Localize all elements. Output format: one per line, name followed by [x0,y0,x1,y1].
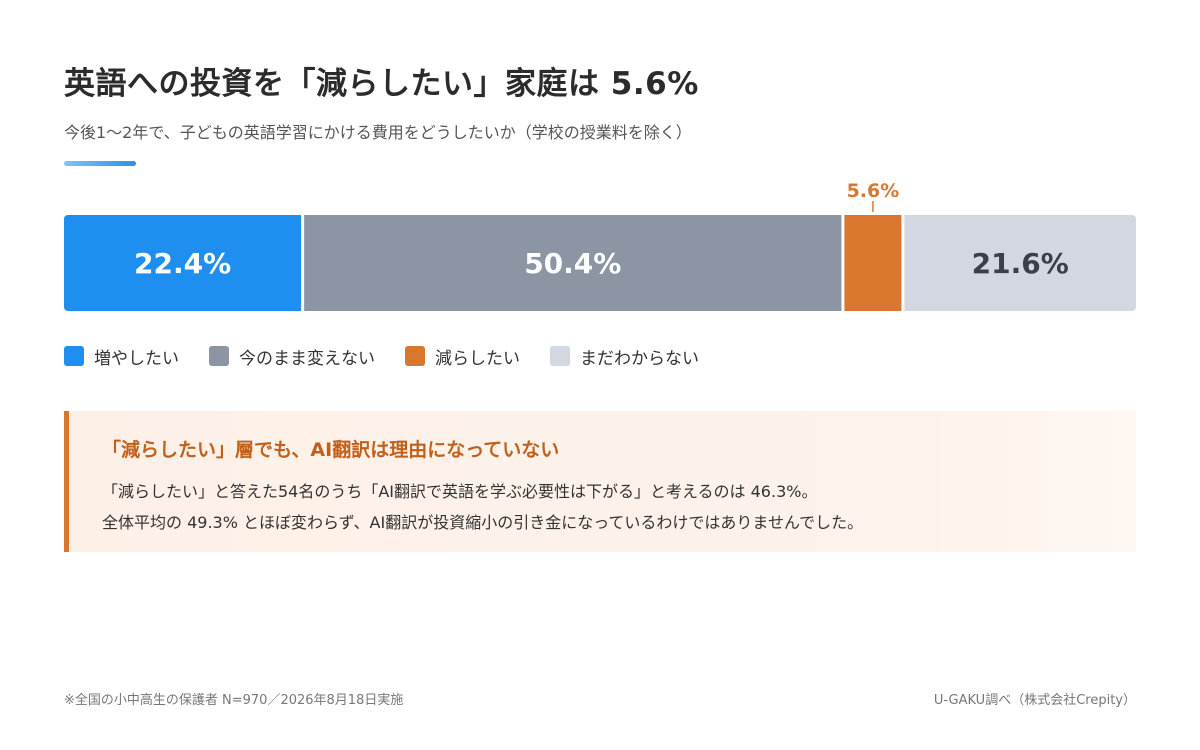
legend-item-unchanged: 今のまま変えない [209,344,375,369]
legend-item-decrease: 減らしたい [405,344,520,369]
bar-segment-decrease [844,215,902,311]
legend-label: 今のまま変えない [239,348,375,369]
callout-text-line-1: 「減らしたい」と答えた54名のうち「AI翻訳で英語を学ぶ必要性は下がる」と考える… [102,482,818,501]
page-title: 英語への投資を「減らしたい」家庭は 5.6% [64,66,699,102]
chart-legend: 増やしたい 今のまま変えない 減らしたい まだわからない [64,343,699,369]
legend-label: 減らしたい [435,348,520,369]
legend-label: 増やしたい [94,348,179,369]
legend-swatch [405,346,425,366]
bar-segment-undecided [904,215,1136,311]
data-label-undecided: 21.6% [972,247,1069,280]
page-subtitle: 今後1〜2年で、子どもの英語学習にかける費用をどうしたいか（学校の授業料を除く） [64,123,692,142]
title-accent-line [64,161,136,166]
stacked-bar-chart: 22.4% 50.4% 5.6% 21.6% [64,175,1136,315]
bar-segments [64,215,1136,311]
chart-svg: 22.4% 50.4% 5.6% 21.6% [64,180,1136,311]
insight-callout: 「減らしたい」層でも、AI翻訳は理由になっていない 「減らしたい」と答えた54名… [64,411,1136,552]
data-label-increase: 22.4% [134,247,231,280]
legend-swatch [64,346,84,366]
data-label-unchanged: 50.4% [524,247,621,280]
legend-label: まだわからない [580,348,699,369]
legend-item-increase: 増やしたい [64,344,179,369]
bar-segment-unchanged [304,215,842,311]
legend-swatch [209,346,229,366]
legend-item-undecided: まだわからない [550,344,699,369]
callout-text-line-2: 全体平均の 49.3% とほぼ変わらず、AI翻訳が投資縮小の引き金になっているわ… [102,513,864,532]
callout-heading: 「減らしたい」層でも、AI翻訳は理由になっていない [102,439,560,461]
legend-swatch [550,346,570,366]
bar-segment-increase [64,215,302,311]
source-credit: U-GAKU調べ（株式会社Crepity） [933,693,1136,708]
data-label-decrease: 5.6% [847,180,900,202]
survey-footnote: ※全国の小中高生の保護者 N=970／2026年8月18日実施 [64,693,404,708]
